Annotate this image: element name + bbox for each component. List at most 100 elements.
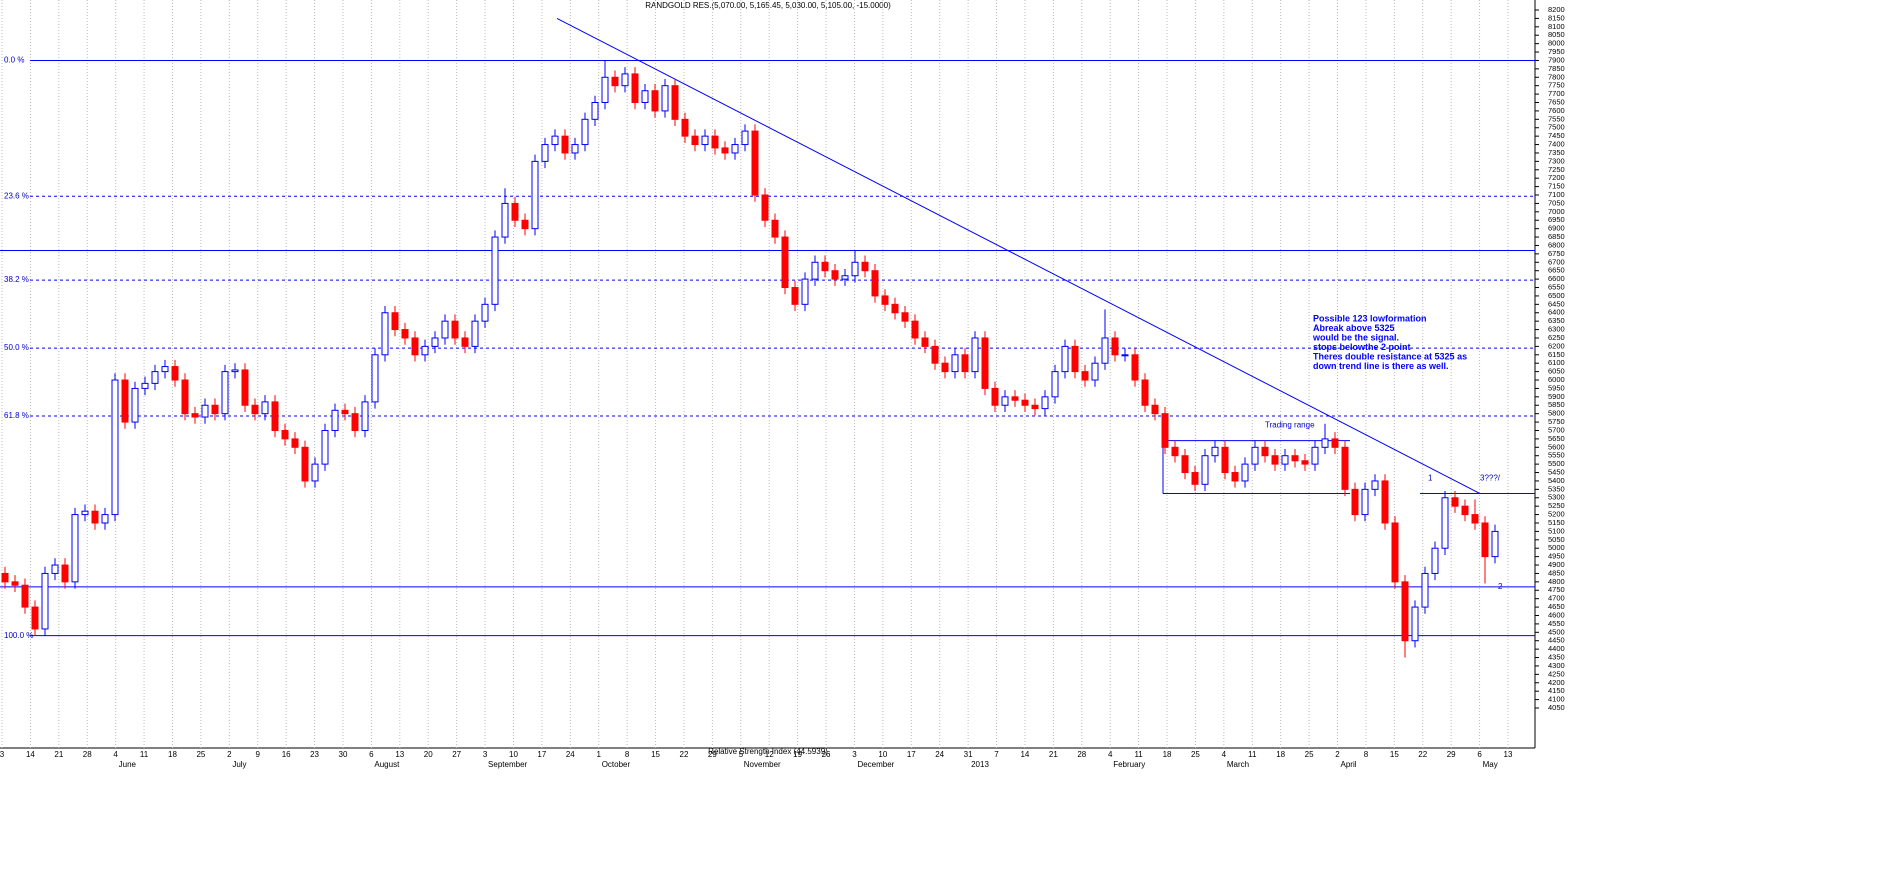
x-tick-label: 7	[994, 750, 999, 759]
y-tick-label: 6700	[1548, 257, 1565, 266]
candle-body	[61, 564, 69, 583]
candle-body	[401, 329, 409, 339]
fib-label: 38.2 %	[4, 275, 29, 284]
month-label: September	[488, 760, 527, 769]
candle-body	[151, 371, 159, 384]
x-tick-label: 25	[1191, 750, 1200, 759]
candle-body	[1031, 404, 1039, 410]
y-tick-label: 5150	[1548, 518, 1565, 527]
x-tick-label: 12	[765, 750, 774, 759]
x-tick-label: 19	[793, 750, 802, 759]
candle-body	[1231, 472, 1239, 482]
y-tick-label: 6400	[1548, 308, 1565, 317]
candle-body	[851, 261, 859, 277]
candle-body	[711, 135, 719, 149]
candle-body	[921, 337, 929, 347]
candle-body	[431, 337, 439, 347]
month-label: July	[232, 760, 246, 769]
candle-body	[901, 312, 909, 322]
y-tick-label: 4400	[1548, 644, 1565, 653]
y-tick-label: 5800	[1548, 409, 1565, 418]
y-tick-label: 5400	[1548, 476, 1565, 485]
candle-body	[1111, 337, 1119, 356]
y-tick-label: 6950	[1548, 215, 1565, 224]
candle-body	[1351, 488, 1359, 516]
annotation: Theres double resistance at 5325 as	[1313, 351, 1467, 361]
x-tick-label: 25	[196, 750, 205, 759]
y-tick-label: 7500	[1548, 123, 1565, 132]
x-tick-label: 28	[1077, 750, 1086, 759]
y-tick-label: 4300	[1548, 661, 1565, 670]
y-tick-label: 6600	[1548, 274, 1565, 283]
candle-body	[1421, 572, 1429, 608]
candle-body	[51, 564, 59, 574]
x-tick-label: 3	[483, 750, 488, 759]
y-tick-label: 7550	[1548, 114, 1565, 123]
x-tick-label: 13	[1504, 750, 1513, 759]
point-label: 2	[1498, 582, 1503, 591]
candle-body	[321, 429, 329, 465]
y-tick-label: 5250	[1548, 501, 1565, 510]
candle-body	[531, 160, 539, 230]
y-tick-label: 7300	[1548, 156, 1565, 165]
x-tick-label: 22	[680, 750, 689, 759]
y-tick-label: 6150	[1548, 350, 1565, 359]
y-tick-label: 4950	[1548, 552, 1565, 561]
x-tick-label: 8	[1364, 750, 1369, 759]
candle-body	[91, 510, 99, 524]
y-tick-label: 4450	[1548, 636, 1565, 645]
y-tick-label: 5600	[1548, 442, 1565, 451]
x-tick-label: 17	[907, 750, 916, 759]
candle-body	[301, 446, 309, 482]
y-tick-label: 5550	[1548, 451, 1565, 460]
candle-body	[1161, 413, 1169, 448]
month-label: 2013	[971, 760, 989, 769]
candle-body	[1461, 505, 1469, 516]
candle-body	[931, 345, 939, 364]
candle-body	[351, 413, 359, 431]
y-tick-label: 6550	[1548, 283, 1565, 292]
y-tick-label: 4750	[1548, 585, 1565, 594]
candle-body	[191, 413, 199, 418]
candle-body	[1001, 396, 1009, 406]
candle-body	[561, 135, 569, 154]
candle-body	[951, 354, 959, 373]
candle-body	[231, 369, 239, 373]
y-tick-label: 6050	[1548, 367, 1565, 376]
y-tick-label: 7600	[1548, 106, 1565, 115]
candle-body	[311, 463, 319, 482]
y-tick-label: 4100	[1548, 695, 1565, 704]
candle-body	[761, 194, 769, 221]
x-tick-label: 18	[1276, 750, 1285, 759]
candle-body	[1451, 497, 1459, 507]
y-tick-label: 6800	[1548, 240, 1565, 249]
candle-body	[661, 85, 669, 112]
x-tick-label: 24	[935, 750, 944, 759]
y-tick-label: 7050	[1548, 198, 1565, 207]
y-tick-label: 4550	[1548, 619, 1565, 628]
y-tick-label: 8050	[1548, 30, 1565, 39]
candle-body	[601, 76, 609, 104]
y-tick-label: 6500	[1548, 291, 1565, 300]
candle-body	[501, 202, 509, 238]
candle-body	[571, 144, 579, 154]
candle-body	[551, 135, 559, 146]
x-tick-label: 17	[537, 750, 546, 759]
candle-body	[1311, 446, 1319, 465]
y-tick-label: 4200	[1548, 678, 1565, 687]
y-tick-label: 4350	[1548, 653, 1565, 662]
candle-body	[1121, 354, 1129, 357]
candle-body	[1291, 455, 1299, 462]
y-tick-label: 5650	[1548, 434, 1565, 443]
candle-body	[461, 337, 469, 347]
chart-title: RANDGOLD RES.(5,070.00, 5,165.45, 5,030.…	[645, 1, 891, 10]
y-tick-label: 6000	[1548, 375, 1565, 384]
y-tick-label: 6750	[1548, 249, 1565, 258]
candle-body	[361, 401, 369, 431]
month-label: April	[1341, 760, 1357, 769]
candle-body	[371, 354, 379, 403]
candle-body	[1401, 581, 1409, 642]
candle-body	[1021, 399, 1029, 406]
y-tick-label: 7000	[1548, 207, 1565, 216]
candle-body	[1491, 530, 1499, 558]
